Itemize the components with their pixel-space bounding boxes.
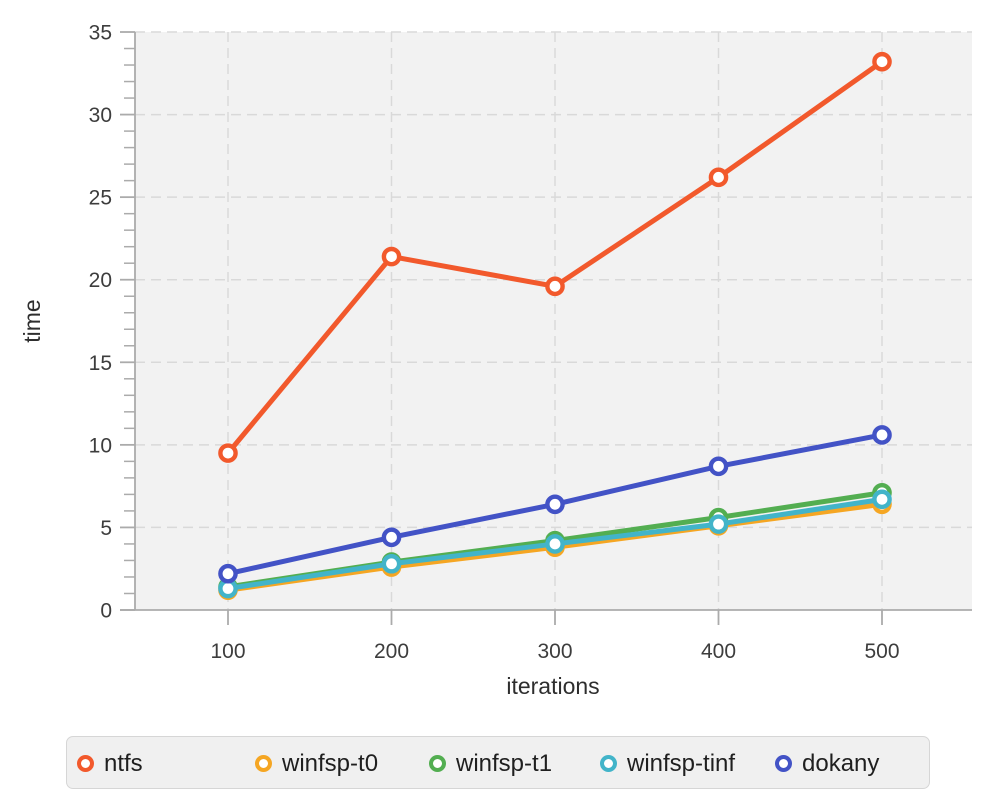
marker-winfsp-tinf-500 [872, 489, 892, 510]
marker-ntfs-200 [381, 246, 402, 267]
legend-label-winfsp-t1: winfsp-t1 [456, 749, 553, 777]
x-tick-label-300: 300 [537, 640, 572, 663]
marker-winfsp-tinf-300 [545, 534, 565, 554]
x-tick-label-500: 500 [864, 640, 899, 663]
y-tick-label-15: 15 [89, 352, 112, 375]
marker-winfsp-tinf-400 [708, 514, 729, 534]
marker-ntfs-400 [708, 167, 729, 188]
x-tick-label-200: 200 [374, 640, 409, 663]
marker-ntfs-500 [872, 51, 892, 72]
legend-label-ntfs: ntfs [104, 749, 143, 777]
legend-item-dokany[interactable]: dokany [775, 737, 879, 790]
x-axis-title: iterations [506, 673, 599, 699]
y-tick-label-30: 30 [89, 104, 112, 127]
legend-item-winfsp-t0[interactable]: winfsp-t0 [255, 737, 378, 790]
y-tick-label-5: 5 [100, 517, 112, 540]
legend-marker-dokany [775, 755, 792, 772]
legend-marker-ntfs [77, 755, 94, 772]
legend-marker-winfsp-t1 [429, 755, 446, 772]
y-tick-label-20: 20 [89, 269, 112, 292]
y-tick-label-35: 35 [89, 22, 112, 45]
legend-item-winfsp-tinf[interactable]: winfsp-tinf [600, 737, 735, 790]
legend-item-ntfs[interactable]: ntfs [77, 737, 143, 790]
marker-ntfs-100 [218, 443, 238, 463]
y-tick-label-10: 10 [89, 434, 112, 457]
line-chart: 0 5 10 15 20 25 30 35 100 200 300 400 500 time itera… [19, 22, 972, 699]
marker-dokany-300 [545, 494, 565, 515]
marker-winfsp-tinf-200 [381, 553, 402, 574]
marker-dokany-200 [381, 527, 402, 548]
y-tick-label-0: 0 [100, 600, 112, 623]
y-tick-label-25: 25 [89, 187, 112, 210]
legend-marker-winfsp-tinf [600, 755, 617, 772]
x-tick-label-400: 400 [701, 640, 736, 663]
legend-item-winfsp-t1[interactable]: winfsp-t1 [429, 737, 552, 790]
legend-marker-winfsp-t0 [255, 755, 272, 772]
marker-dokany-500 [872, 425, 892, 445]
legend-label-dokany: dokany [802, 749, 880, 777]
plot-panel [135, 32, 972, 610]
legend: ntfs winfsp-t0 winfsp-t1 winfsp-tinf dok… [66, 736, 930, 789]
x-tick-label-100: 100 [210, 640, 245, 663]
marker-dokany-100 [218, 563, 238, 584]
legend-label-winfsp-t0: winfsp-t0 [282, 749, 379, 777]
legend-label-winfsp-tinf: winfsp-tinf [627, 749, 736, 777]
y-axis-title: time [19, 299, 45, 342]
marker-dokany-400 [708, 456, 729, 477]
marker-ntfs-300 [545, 276, 565, 297]
